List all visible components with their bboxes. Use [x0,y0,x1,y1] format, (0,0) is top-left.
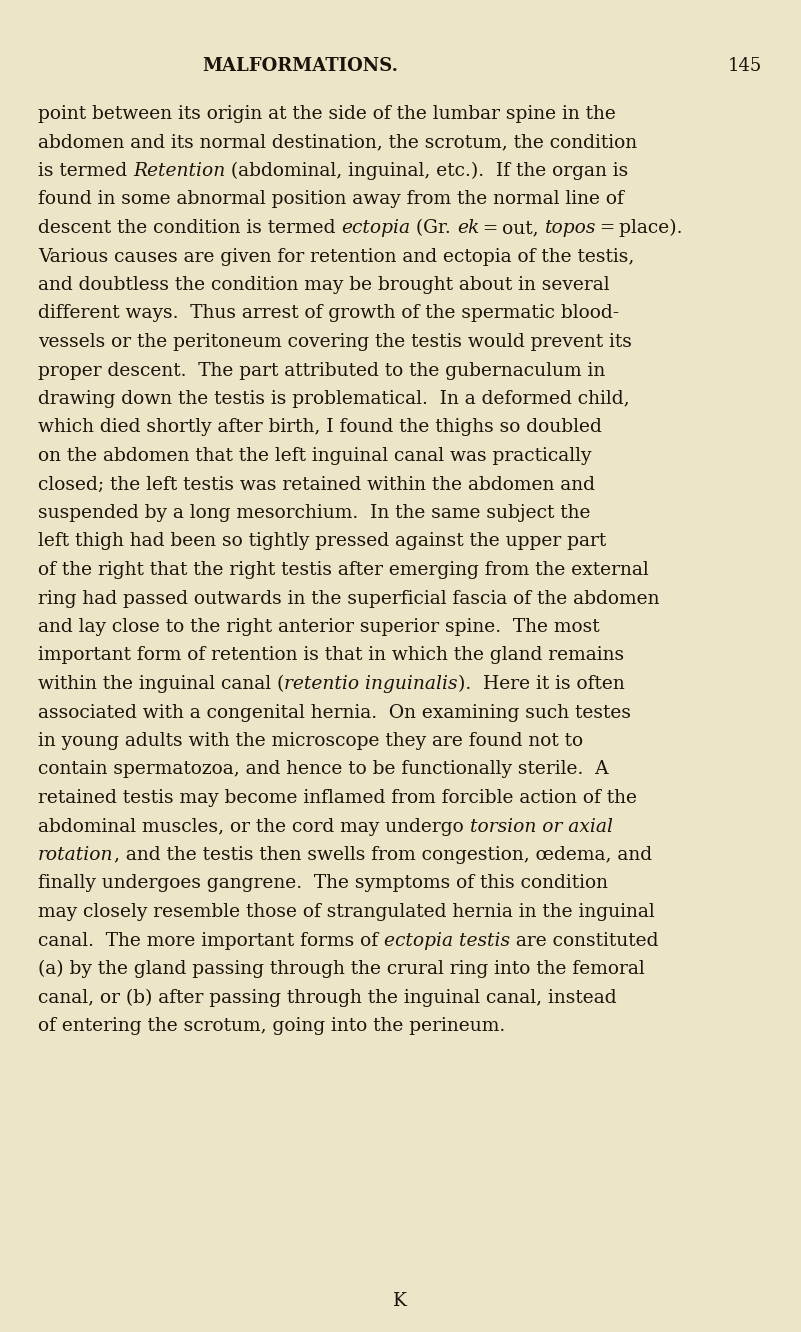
Text: within the inguinal canal (: within the inguinal canal ( [38,675,284,693]
Text: Various causes are given for retention and ectopia of the testis,: Various causes are given for retention a… [38,248,634,265]
Text: (Gr.: (Gr. [410,218,457,237]
Text: ).  Here it is often: ). Here it is often [457,675,625,693]
Text: torsion or axial: torsion or axial [469,818,613,835]
Text: drawing down the testis is problematical.  In a deformed child,: drawing down the testis is problematical… [38,390,630,408]
Text: contain spermatozoa, and hence to be functionally sterile.  A: contain spermatozoa, and hence to be fun… [38,761,609,778]
Text: ectopia testis: ectopia testis [384,931,510,950]
Text: (abdominal, inguinal, etc.).  If the organ is: (abdominal, inguinal, etc.). If the orga… [225,163,629,180]
Text: which died shortly after birth, I found the thighs so doubled: which died shortly after birth, I found … [38,418,602,437]
Text: suspended by a long mesorchium.  In the same subject the: suspended by a long mesorchium. In the s… [38,503,590,522]
Text: may closely resemble those of strangulated hernia in the inguinal: may closely resemble those of strangulat… [38,903,654,920]
Text: canal.  The more important forms of: canal. The more important forms of [38,931,384,950]
Text: K: K [393,1292,407,1309]
Text: ek: ek [457,218,479,237]
Text: retentio inguinalis: retentio inguinalis [284,675,457,693]
Text: 145: 145 [728,57,762,75]
Text: vessels or the peritoneum covering the testis would prevent its: vessels or the peritoneum covering the t… [38,333,632,352]
Text: = place).: = place). [596,218,682,237]
Text: MALFORMATIONS.: MALFORMATIONS. [202,57,398,75]
Text: (a) by the gland passing through the crural ring into the femoral: (a) by the gland passing through the cru… [38,960,645,978]
Text: abdomen and its normal destination, the scrotum, the condition: abdomen and its normal destination, the … [38,133,637,152]
Text: in young adults with the microscope they are found not to: in young adults with the microscope they… [38,733,583,750]
Text: descent the condition is termed: descent the condition is termed [38,218,341,237]
Text: = out,: = out, [479,218,545,237]
Text: associated with a congenital hernia.  On examining such testes: associated with a congenital hernia. On … [38,703,631,722]
Text: of entering the scrotum, going into the perineum.: of entering the scrotum, going into the … [38,1018,505,1035]
Text: ring had passed outwards in the superficial fascia of the abdomen: ring had passed outwards in the superfic… [38,590,659,607]
Text: on the abdomen that the left inguinal canal was practically: on the abdomen that the left inguinal ca… [38,448,591,465]
Text: Retention: Retention [133,163,225,180]
Text: and doubtless the condition may be brought about in several: and doubtless the condition may be broug… [38,276,610,294]
Text: found in some abnormal position away from the normal line of: found in some abnormal position away fro… [38,190,624,209]
Text: are constituted: are constituted [510,931,658,950]
Text: is termed: is termed [38,163,133,180]
Text: and lay close to the right anterior superior spine.  The most: and lay close to the right anterior supe… [38,618,600,635]
Text: proper descent.  The part attributed to the gubernaculum in: proper descent. The part attributed to t… [38,361,606,380]
Text: closed; the left testis was retained within the abdomen and: closed; the left testis was retained wit… [38,476,595,493]
Text: canal, or (b) after passing through the inguinal canal, instead: canal, or (b) after passing through the … [38,988,617,1007]
Text: point between its origin at the side of the lumbar spine in the: point between its origin at the side of … [38,105,616,123]
Text: different ways.  Thus arrest of growth of the spermatic blood-: different ways. Thus arrest of growth of… [38,305,619,322]
Text: topos: topos [545,218,596,237]
Text: of the right that the right testis after emerging from the external: of the right that the right testis after… [38,561,649,579]
Text: ectopia: ectopia [341,218,410,237]
Text: , and the testis then swells from congestion, œdema, and: , and the testis then swells from conges… [114,846,652,864]
Text: rotation: rotation [38,846,114,864]
Text: abdominal muscles, or the cord may undergo: abdominal muscles, or the cord may under… [38,818,469,835]
Text: left thigh had been so tightly pressed against the upper part: left thigh had been so tightly pressed a… [38,533,606,550]
Text: retained testis may become inflamed from forcible action of the: retained testis may become inflamed from… [38,789,637,807]
Text: important form of retention is that in which the gland remains: important form of retention is that in w… [38,646,624,665]
Text: finally undergoes gangrene.  The symptoms of this condition: finally undergoes gangrene. The symptoms… [38,875,608,892]
